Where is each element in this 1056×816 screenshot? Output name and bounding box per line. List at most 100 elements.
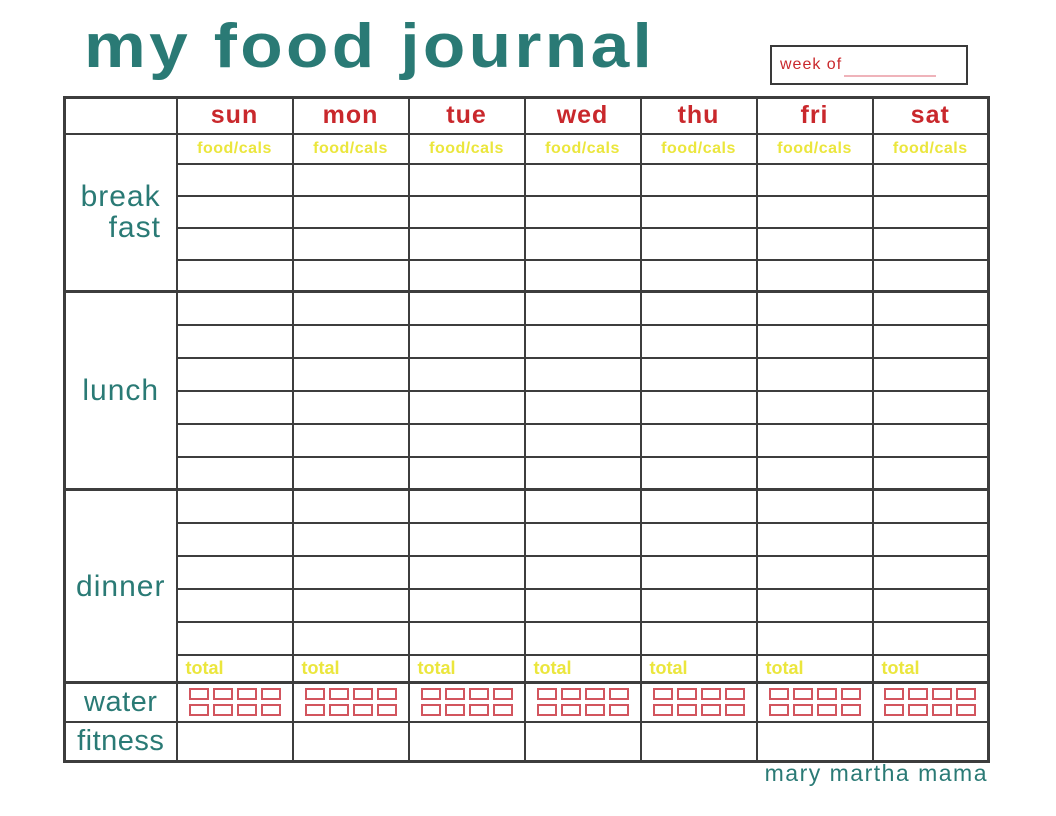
food-entry-cell[interactable] (407, 162, 526, 197)
food-entry-cell[interactable] (407, 488, 526, 524)
week-of-input-line[interactable] (844, 53, 936, 77)
water-checkbox[interactable] (840, 704, 861, 717)
food-entry-cell[interactable] (755, 587, 874, 623)
food-entry-cell[interactable] (291, 422, 410, 458)
water-checkbox[interactable] (932, 688, 953, 701)
food-entry-cell[interactable] (755, 422, 874, 458)
water-checkbox[interactable] (652, 688, 673, 701)
water-checkbox[interactable] (608, 688, 629, 701)
food-entry-cell[interactable] (523, 521, 642, 557)
food-entry-cell[interactable] (407, 323, 526, 359)
food-entry-cell[interactable] (407, 521, 526, 557)
food-entry-cell[interactable] (755, 620, 874, 656)
water-checkbox[interactable] (724, 688, 745, 701)
water-checkbox[interactable] (260, 704, 281, 717)
food-entry-cell[interactable] (639, 422, 758, 458)
food-entry-cell[interactable] (407, 290, 526, 326)
water-checkbox[interactable] (700, 688, 721, 701)
food-entry-cell[interactable] (871, 587, 990, 623)
food-entry-cell[interactable] (871, 356, 990, 392)
food-entry-cell[interactable] (871, 162, 990, 197)
food-entry-cell[interactable] (639, 162, 758, 197)
food-entry-cell[interactable] (291, 389, 410, 425)
food-entry-cell[interactable] (291, 488, 410, 524)
food-entry-cell[interactable] (639, 194, 758, 229)
water-checkbox[interactable] (260, 688, 281, 701)
water-checkbox[interactable] (212, 688, 233, 701)
food-entry-cell[interactable] (639, 521, 758, 557)
fitness-entry-cell[interactable] (871, 720, 990, 763)
water-checkbox[interactable] (376, 688, 397, 701)
food-entry-cell[interactable] (871, 488, 990, 524)
food-entry-cell[interactable] (175, 554, 294, 590)
food-entry-cell[interactable] (871, 389, 990, 425)
water-checkbox[interactable] (328, 688, 349, 701)
water-checkbox[interactable] (884, 704, 905, 717)
food-entry-cell[interactable] (175, 226, 294, 261)
water-checkbox[interactable] (932, 704, 953, 717)
food-entry-cell[interactable] (639, 226, 758, 261)
fitness-entry-cell[interactable] (291, 720, 410, 763)
water-checkbox[interactable] (352, 704, 373, 717)
food-entry-cell[interactable] (407, 258, 526, 293)
water-checkbox[interactable] (908, 688, 929, 701)
food-entry-cell[interactable] (871, 323, 990, 359)
fitness-entry-cell[interactable] (407, 720, 526, 763)
food-entry-cell[interactable] (639, 554, 758, 590)
food-entry-cell[interactable] (407, 620, 526, 656)
food-entry-cell[interactable] (175, 389, 294, 425)
food-entry-cell[interactable] (523, 455, 642, 491)
food-entry-cell[interactable] (871, 422, 990, 458)
food-entry-cell[interactable] (175, 194, 294, 229)
water-checkbox[interactable] (908, 704, 929, 717)
water-checkbox[interactable] (212, 704, 233, 717)
water-checkbox[interactable] (584, 688, 605, 701)
food-entry-cell[interactable] (639, 488, 758, 524)
food-entry-cell[interactable] (407, 554, 526, 590)
water-checkbox[interactable] (816, 688, 837, 701)
food-entry-cell[interactable] (639, 389, 758, 425)
food-entry-cell[interactable] (291, 258, 410, 293)
food-entry-cell[interactable] (291, 323, 410, 359)
water-checkbox[interactable] (792, 688, 813, 701)
food-entry-cell[interactable] (755, 455, 874, 491)
water-checkbox[interactable] (468, 688, 489, 701)
food-entry-cell[interactable] (523, 194, 642, 229)
fitness-entry-cell[interactable] (639, 720, 758, 763)
food-entry-cell[interactable] (175, 258, 294, 293)
food-entry-cell[interactable] (871, 554, 990, 590)
water-checkbox[interactable] (236, 688, 257, 701)
food-entry-cell[interactable] (407, 226, 526, 261)
water-checkbox[interactable] (884, 688, 905, 701)
water-checkbox[interactable] (304, 704, 325, 717)
water-checkbox[interactable] (420, 688, 441, 701)
water-checkbox[interactable] (792, 704, 813, 717)
water-checkbox[interactable] (768, 688, 789, 701)
food-entry-cell[interactable] (871, 290, 990, 326)
water-checkbox[interactable] (840, 688, 861, 701)
food-entry-cell[interactable] (871, 521, 990, 557)
food-entry-cell[interactable] (755, 554, 874, 590)
food-entry-cell[interactable] (523, 488, 642, 524)
food-entry-cell[interactable] (871, 455, 990, 491)
food-entry-cell[interactable] (175, 356, 294, 392)
food-entry-cell[interactable] (523, 323, 642, 359)
food-entry-cell[interactable] (755, 389, 874, 425)
water-checkbox[interactable] (560, 704, 581, 717)
food-entry-cell[interactable] (523, 422, 642, 458)
water-checkbox[interactable] (328, 704, 349, 717)
food-entry-cell[interactable] (175, 620, 294, 656)
food-entry-cell[interactable] (523, 554, 642, 590)
food-entry-cell[interactable] (523, 587, 642, 623)
food-entry-cell[interactable] (291, 194, 410, 229)
food-entry-cell[interactable] (523, 356, 642, 392)
food-entry-cell[interactable] (523, 389, 642, 425)
food-entry-cell[interactable] (755, 258, 874, 293)
food-entry-cell[interactable] (871, 620, 990, 656)
food-entry-cell[interactable] (407, 422, 526, 458)
water-checkbox[interactable] (608, 704, 629, 717)
water-checkbox[interactable] (188, 688, 209, 701)
food-entry-cell[interactable] (523, 620, 642, 656)
food-entry-cell[interactable] (755, 290, 874, 326)
food-entry-cell[interactable] (755, 488, 874, 524)
